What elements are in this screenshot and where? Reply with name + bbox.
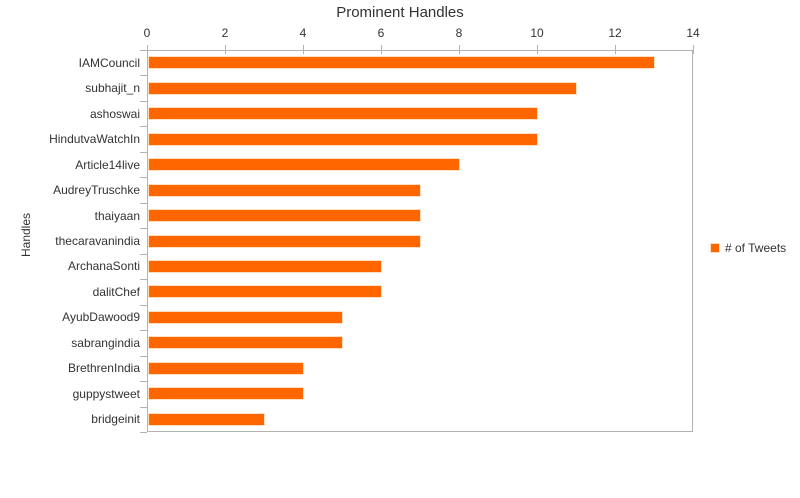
y-tick-mark bbox=[140, 254, 147, 255]
bar bbox=[148, 234, 421, 248]
bar bbox=[148, 336, 343, 350]
x-tick-label: 14 bbox=[686, 26, 700, 40]
x-tick-label: 2 bbox=[221, 26, 229, 40]
chart-title: Prominent Handles bbox=[336, 4, 464, 21]
y-category-label: AyubDawood9 bbox=[62, 310, 140, 325]
y-category-label: ArchanaSonti bbox=[67, 259, 140, 274]
bar bbox=[148, 310, 343, 324]
y-category-label: BrethrenIndia bbox=[67, 361, 140, 376]
y-tick-mark bbox=[140, 177, 147, 178]
x-tick-label: 12 bbox=[608, 26, 622, 40]
bar bbox=[148, 361, 304, 375]
x-tick-mark bbox=[693, 45, 694, 54]
bar bbox=[148, 81, 577, 95]
y-category-label: AudreyTruschke bbox=[53, 183, 140, 198]
bar bbox=[148, 107, 538, 121]
bar bbox=[148, 387, 304, 401]
y-tick-mark bbox=[140, 75, 147, 76]
y-category-label: thaiyaan bbox=[94, 208, 140, 223]
x-tick-mark bbox=[537, 45, 538, 54]
y-tick-mark bbox=[140, 356, 147, 357]
y-tick-mark bbox=[140, 203, 147, 204]
x-tick-mark bbox=[225, 45, 226, 54]
y-category-label: HindutvaWatchIn bbox=[49, 132, 140, 147]
y-category-label: Article14live bbox=[75, 157, 140, 172]
x-tick-label: 0 bbox=[143, 26, 151, 40]
x-tick-mark bbox=[459, 45, 460, 54]
bar bbox=[148, 259, 382, 273]
y-tick-mark bbox=[140, 381, 147, 382]
bar bbox=[148, 285, 382, 299]
bar bbox=[148, 158, 460, 172]
y-category-label: guppystweet bbox=[72, 386, 140, 401]
y-category-label: IAMCouncil bbox=[78, 55, 140, 70]
bar bbox=[148, 209, 421, 223]
y-tick-mark bbox=[140, 432, 147, 433]
bar bbox=[148, 56, 655, 70]
y-tick-mark bbox=[140, 228, 147, 229]
y-category-label: thecaravanindia bbox=[55, 233, 140, 248]
y-tick-mark bbox=[140, 126, 147, 127]
x-tick-label: 4 bbox=[299, 26, 307, 40]
x-tick-label: 10 bbox=[530, 26, 544, 40]
y-category-label: bridgeinit bbox=[91, 412, 140, 427]
bar bbox=[148, 183, 421, 197]
legend-label: # of Tweets bbox=[725, 241, 787, 255]
x-tick-mark bbox=[303, 45, 304, 54]
y-tick-mark bbox=[140, 279, 147, 280]
x-tick-label: 6 bbox=[377, 26, 385, 40]
x-tick-label: 8 bbox=[455, 26, 463, 40]
bar bbox=[148, 132, 538, 146]
y-tick-mark bbox=[140, 407, 147, 408]
y-tick-mark bbox=[140, 305, 147, 306]
y-category-label: sabrangindia bbox=[71, 335, 140, 350]
y-category-label: dalitChef bbox=[92, 284, 140, 299]
y-tick-mark bbox=[140, 152, 147, 153]
x-tick-mark bbox=[615, 45, 616, 54]
x-tick-mark bbox=[147, 45, 148, 54]
y-category-label: subhajit_n bbox=[85, 81, 140, 96]
legend-swatch-icon bbox=[710, 243, 720, 253]
y-tick-mark bbox=[140, 101, 147, 102]
y-category-label: ashoswai bbox=[89, 106, 140, 121]
bar bbox=[148, 412, 265, 426]
y-tick-mark bbox=[140, 330, 147, 331]
x-tick-mark bbox=[381, 45, 382, 54]
y-tick-mark bbox=[140, 50, 147, 51]
legend: # of Tweets bbox=[710, 241, 786, 255]
